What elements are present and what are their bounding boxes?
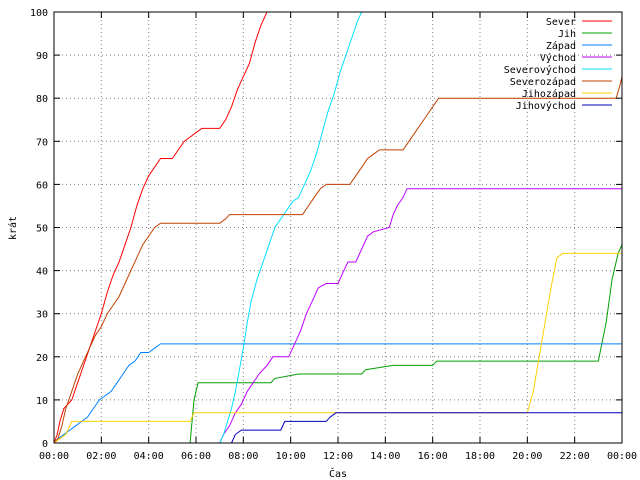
y-tick-label: 80 (36, 94, 48, 105)
series-line-jihozapad (53, 252, 622, 444)
x-tick-label: 02:00 (86, 451, 116, 462)
x-tick-label: 22:00 (560, 451, 590, 462)
x-tick-label: 04:00 (134, 451, 164, 462)
x-tick-label: 06:00 (181, 451, 211, 462)
x-tick-label: 20:00 (512, 451, 542, 462)
y-tick-label: 60 (36, 180, 48, 191)
legend-label-sever: Sever (546, 17, 576, 28)
series-line-jih (54, 244, 623, 444)
series-line-severozapad (53, 76, 623, 444)
y-tick-label: 10 (36, 396, 48, 407)
y-tick-label: 90 (36, 51, 48, 62)
series-lines (53, 11, 623, 444)
legend-label-jih: Jih (558, 29, 576, 40)
y-tick-label: 100 (30, 8, 48, 19)
y-tick-label: 40 (36, 267, 48, 278)
legend-label-jihovychod: Jihovýchod (516, 100, 576, 112)
legend-label-severovychod: Severovýchod (504, 64, 576, 76)
x-tick-label: 12:00 (323, 451, 353, 462)
y-tick-label: 20 (36, 353, 48, 364)
x-tick-label: 10:00 (276, 451, 306, 462)
series-line-vychod (54, 188, 622, 444)
legend-label-zapad: Západ (546, 40, 576, 52)
y-axis-ticks: 0 10 20 30 40 50 60 70 80 90 100 (30, 8, 622, 450)
legend-label-severozapad: Severozápad (510, 76, 576, 88)
x-tick-label: 18:00 (465, 451, 495, 462)
y-tick-label: 30 (36, 310, 48, 321)
legend-label-jihozapad: Jihozápad (522, 88, 576, 100)
series-line-severovychod (54, 11, 363, 444)
legend: SeverJihZápadVýchodSeverovýchodSeverozáp… (504, 17, 612, 112)
x-tick-label: 16:00 (418, 451, 448, 462)
series-line-sever (53, 11, 268, 444)
x-tick-label: 00:00 (607, 451, 637, 462)
x-axis-title: Čas (329, 467, 347, 480)
series-line-zapad (53, 343, 622, 444)
x-tick-label: 08:00 (228, 451, 258, 462)
x-tick-label: 00:00 (39, 451, 69, 462)
x-axis-ticks: 00:00 02:00 04:00 06:00 08:00 10:00 12:00 14:00… (39, 12, 637, 462)
series-line-jihovychod (54, 412, 622, 444)
legend-label-vychod: Východ (540, 52, 576, 64)
x-tick-label: 14:00 (370, 451, 400, 462)
y-tick-label: 0 (42, 439, 48, 450)
y-axis-title: krát (7, 216, 19, 240)
y-tick-label: 70 (36, 137, 48, 148)
y-tick-label: 50 (36, 224, 48, 235)
